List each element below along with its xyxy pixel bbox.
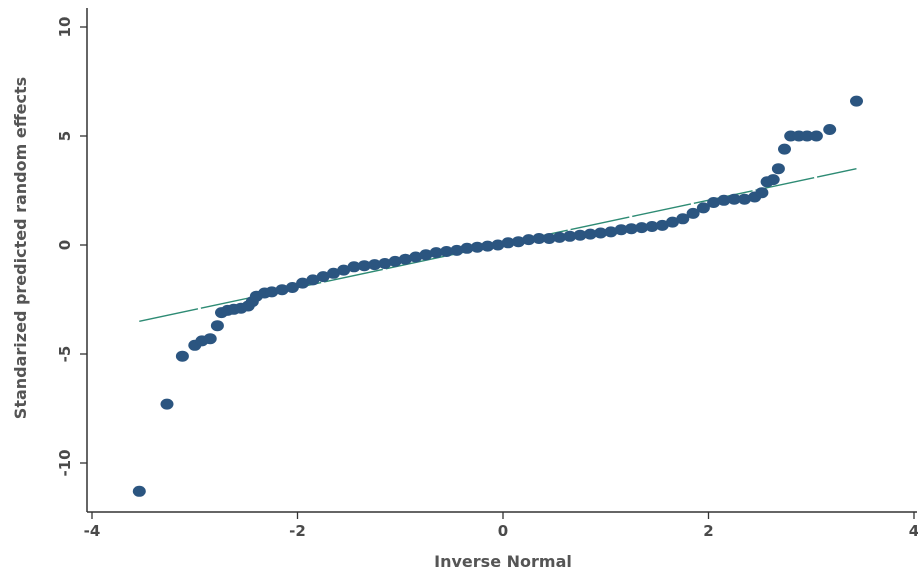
data-point [645,221,659,232]
data-point [676,213,690,225]
data-point [285,282,299,293]
data-point [771,163,785,175]
data-point [491,239,505,251]
data-point [265,286,279,298]
y-tick-label: -5 [56,346,74,363]
data-point [347,261,361,273]
data-point [717,194,731,206]
data-point [481,240,495,252]
data-point [522,234,536,246]
data-point [532,233,546,244]
data-point [573,229,587,241]
data-point [624,223,638,235]
data-point [604,226,618,238]
y-tick-label: 5 [56,131,74,141]
data-point [409,251,423,263]
x-tick-label: 0 [498,522,508,540]
data-point [635,222,649,234]
x-axis-ticks: -4 -2 0 2 4 [84,512,918,540]
x-tick-label: -2 [289,522,306,540]
data-point [738,193,751,205]
data-point [594,227,608,239]
data-point [132,485,146,497]
data-point [563,230,577,242]
data-point [440,246,453,257]
x-tick-label: 2 [703,522,713,540]
data-point [327,267,340,279]
data-point [755,187,769,199]
data-point [306,274,320,286]
data-point [511,236,525,248]
data-point [766,174,780,186]
data-point [316,271,330,283]
data-point [296,277,310,289]
data-point [470,241,484,253]
data-point [707,197,721,208]
data-point [450,244,464,256]
data-point [203,333,217,345]
data-point [357,260,371,272]
data-point [614,224,628,236]
data-point [686,207,700,219]
y-tick-label: -10 [56,449,74,476]
data-point [696,202,710,214]
data-point [542,233,556,244]
data-point [398,253,412,265]
data-point [727,193,741,205]
data-point [778,143,791,155]
data-point [823,124,837,135]
data-point [175,350,189,362]
data-point [337,264,351,276]
y-tick-label: 10 [56,17,74,38]
data-point [429,247,443,259]
y-axis-title: Standarized predicted random effects [11,77,30,419]
y-axis-ticks: -10 -5 0 5 10 [56,17,87,477]
data-point [809,130,823,142]
data-point [160,398,174,410]
data-point [419,249,433,261]
data-point [800,130,814,142]
data-point [850,95,863,107]
data-point [378,258,392,269]
data-point [583,228,597,240]
data-point [553,231,566,243]
data-point [210,320,224,332]
x-tick-label: 4 [909,522,918,540]
y-tick-label: 0 [56,240,74,250]
data-point [275,284,289,296]
data-point [388,255,402,267]
x-axis-title: Inverse Normal [434,552,572,571]
x-tick-label: -4 [84,522,101,540]
data-point [368,259,382,271]
data-point [501,237,515,249]
data-point [460,242,474,254]
data-point [655,219,669,231]
data-point [666,216,679,228]
points-layer [132,95,863,497]
